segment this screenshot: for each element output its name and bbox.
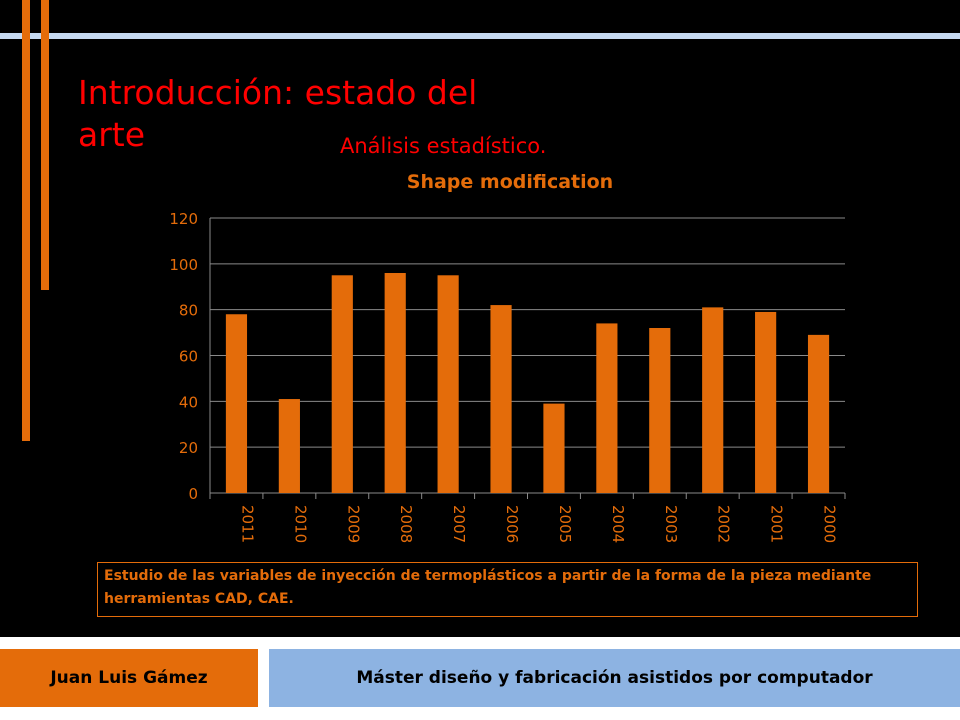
x-tick-label: 2007	[450, 505, 468, 543]
x-tick-label: 2004	[609, 505, 627, 543]
bar-2000	[807, 334, 830, 493]
footer-program: Máster diseño y fabricación asistidos po…	[269, 649, 960, 707]
x-tick-label: 2005	[556, 505, 574, 543]
bar-2011	[225, 314, 248, 493]
y-tick-label: 0	[188, 485, 198, 503]
x-tick-label: 2003	[662, 505, 680, 543]
x-tick-label: 2010	[291, 505, 309, 543]
y-tick-label: 120	[169, 210, 198, 228]
slide-title: Introducción: estado del arte	[78, 73, 478, 154]
left-accent-bar-short	[41, 0, 49, 290]
bar-2003	[649, 328, 671, 493]
slide-background	[0, 0, 960, 637]
y-tick-label: 20	[179, 439, 198, 457]
slide-subtitle: Análisis estadístico.	[340, 134, 547, 158]
chart-title: Shape modification	[406, 171, 614, 193]
x-tick-label: 2009	[344, 505, 362, 543]
bar-2007	[437, 275, 459, 493]
y-tick-label: 80	[179, 302, 198, 320]
x-tick-label: 2002	[715, 505, 733, 543]
bar-2005	[543, 403, 565, 493]
description-box: Estudio de las variables de inyección de…	[97, 562, 918, 617]
bar-2009	[331, 275, 353, 493]
x-tick-label: 2008	[397, 505, 415, 543]
x-tick-label: 2006	[503, 505, 521, 543]
bar-2004	[596, 323, 618, 493]
bar-2006	[490, 305, 512, 493]
y-tick-label: 40	[179, 393, 198, 411]
bar-2002	[702, 307, 724, 493]
bar-2001	[755, 311, 777, 493]
bar-chart: 0 20 40 60 80 100 120 2011 2010 2009 2008 2007 2006 2…	[169, 210, 846, 543]
x-tick-label: 2011	[238, 505, 256, 543]
y-tick-label: 60	[179, 348, 198, 366]
x-tick-label: 2000	[821, 505, 839, 543]
y-tick-label: 100	[169, 256, 198, 274]
top-divider-line	[0, 33, 960, 39]
bar-2008	[384, 273, 406, 493]
bar-2010	[278, 399, 300, 493]
x-tick-label: 2001	[768, 505, 786, 543]
left-accent-bar-long	[22, 0, 30, 441]
footer-author: Juan Luis Gámez	[0, 649, 258, 707]
